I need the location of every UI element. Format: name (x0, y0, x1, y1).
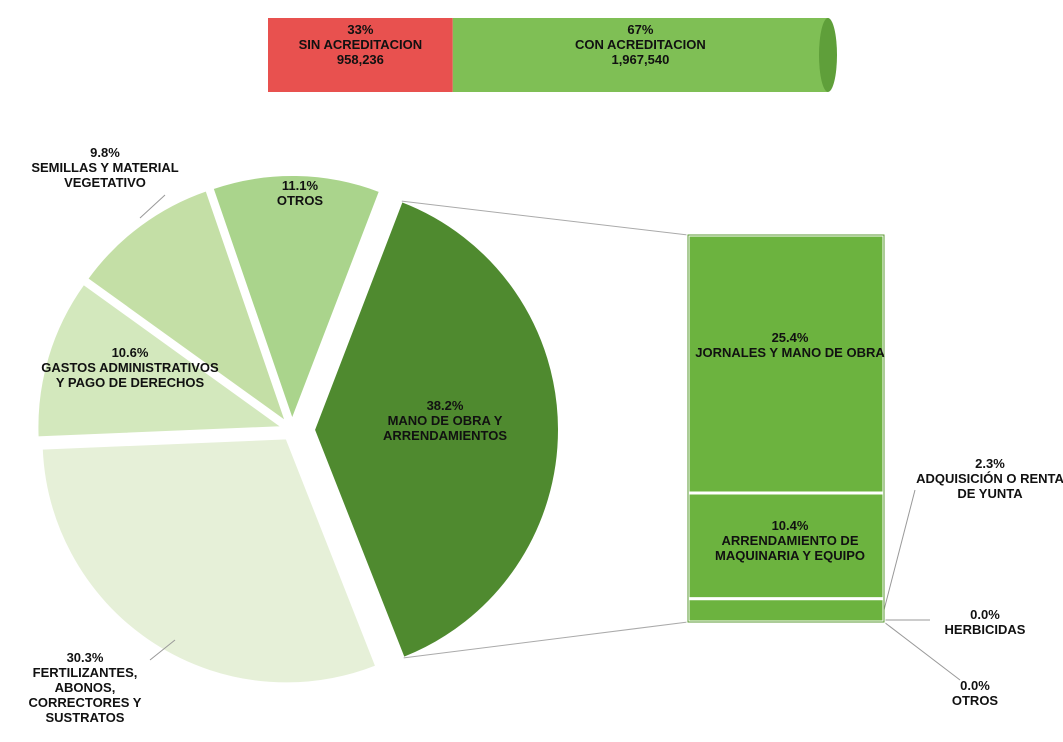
bar-cap (819, 18, 837, 92)
leader-line (139, 194, 166, 219)
pie-label: 11.1% OTROS (240, 178, 360, 208)
bar-label: 25.4% JORNALES Y MANO DE OBRA (695, 330, 885, 360)
pie-label-line: GASTOS ADMINISTRATIVOS Y PAGO DE DERECHO… (41, 360, 219, 390)
leader-line (883, 489, 916, 611)
bar-label: 2.3% ADQUISICIÓN O RENTA DE YUNTA (915, 456, 1063, 501)
bar-label: 33% SIN ACREDITACION 958,236 (260, 22, 460, 67)
bar-label-line: 25.4% (771, 330, 809, 345)
bar-label: 0.0% HERBICIDAS (925, 607, 1045, 637)
pie-label-line: 9.8% (90, 145, 120, 160)
bar-segment (452, 18, 828, 92)
bar-segment (686, 491, 886, 601)
leader-line (149, 639, 176, 661)
pie-slice (36, 282, 286, 439)
bar-segment (686, 597, 886, 624)
pie-label: 10.6% GASTOS ADMINISTRATIVOS Y PAGO DE DE… (40, 345, 220, 390)
bar-label-line: 0.0% (970, 607, 1000, 622)
bar-label-line: SIN ACREDITACION (298, 37, 423, 52)
bar-label-line: JORNALES Y MANO DE OBRA (695, 345, 885, 360)
bar-label-line: 1,967,540 (611, 52, 670, 67)
pie-label: 38.2% MANO DE OBRA Y ARRENDAMIENTOS (355, 398, 535, 443)
leader-line (883, 621, 961, 681)
bar-segment (686, 233, 886, 495)
bar-label-line: 67% (627, 22, 654, 37)
pie-label-line: SEMILLAS Y MATERIAL VEGETATIVO (31, 160, 179, 190)
pie-slice (85, 188, 289, 425)
pie-label-line: MANO DE OBRA Y ARRENDAMIENTOS (383, 413, 507, 443)
bar-label: 67% CON ACREDITACION 1,967,540 (510, 22, 770, 67)
bar-label-line: 958,236 (336, 52, 384, 67)
pie-label-line: 30.3% (66, 650, 104, 665)
connector (403, 621, 689, 659)
bar-label-line: CON ACREDITACION (575, 37, 706, 52)
bar-label-line: 10.4% (771, 518, 809, 533)
pie-slice (312, 199, 560, 660)
bar-label-line: 0.0% (960, 678, 990, 693)
pie-slice (211, 174, 382, 423)
pie-label: 30.3% FERTILIZANTES, ABONOS, CORRECTORES … (10, 650, 160, 725)
connector (401, 200, 689, 236)
pie-label-line: 10.6% (111, 345, 149, 360)
pie-slice (40, 437, 378, 685)
bar-label-line: 2.3% (975, 456, 1005, 471)
bar-label-line: ADQUISICIÓN O RENTA DE YUNTA (916, 471, 1063, 501)
pie-label-line: 11.1% (281, 178, 319, 193)
pie-label: 9.8% SEMILLAS Y MATERIAL VEGETATIVO (0, 145, 210, 190)
bar-label: 10.4% ARRENDAMIENTO DE MAQUINARIA Y EQUIP… (695, 518, 885, 563)
bar-segment (268, 18, 453, 92)
bar-label-line: ARRENDAMIENTO DE MAQUINARIA Y EQUIPO (714, 533, 865, 563)
pie-label-line: 38.2% (426, 398, 464, 413)
pie-label-line: FERTILIZANTES, ABONOS, CORRECTORES Y SUS… (28, 665, 142, 725)
bar-label-line: HERBICIDAS (944, 622, 1026, 637)
pie-label-line: OTROS (276, 193, 324, 208)
bar-outline (687, 234, 885, 623)
bar-label-line: 33% (347, 22, 374, 37)
bar-label-line: OTROS (951, 693, 999, 708)
bar-label: 0.0% OTROS (915, 678, 1035, 708)
